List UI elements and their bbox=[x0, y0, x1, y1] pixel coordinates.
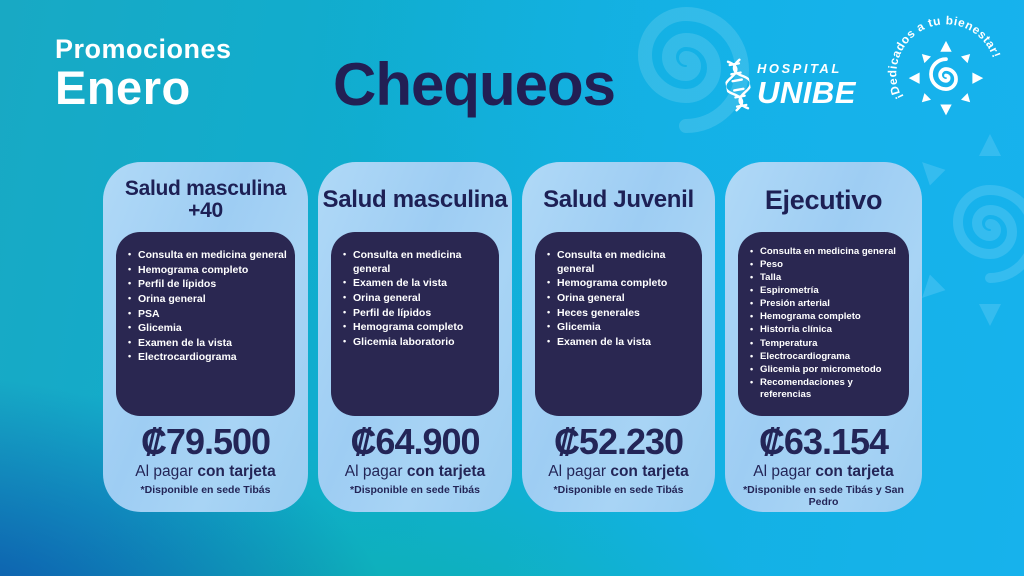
promo-month: Enero bbox=[55, 60, 191, 114]
payment-condition: Al pagar con tarjeta bbox=[753, 462, 894, 480]
package-card-salud-masculina-40: Salud masculina +40 Consulta en medicina… bbox=[103, 162, 308, 512]
card-title: Salud masculina +40 bbox=[124, 177, 287, 222]
checkup-item: Glicemia bbox=[545, 321, 694, 335]
checkup-item: Perfil de lípidos bbox=[126, 278, 287, 292]
card-title: Ejecutivo bbox=[764, 184, 883, 215]
availability-note: *Disponible en sede Tibás bbox=[140, 483, 271, 496]
checkup-list: Consulta en medicina generalExamen de la… bbox=[341, 249, 491, 349]
price: ₡64.900 bbox=[350, 421, 480, 462]
checkup-item: Glicemia laboratorio bbox=[341, 336, 491, 350]
price: ₡79.500 bbox=[140, 421, 271, 462]
checkup-item: Espirometría bbox=[748, 285, 901, 297]
checkup-item: PSA bbox=[126, 308, 287, 322]
checkup-item: Consulta en medicina general bbox=[545, 249, 694, 276]
checkup-list: Consulta en medicina generalPesoTallaEsp… bbox=[748, 246, 901, 401]
logo-unibe-label: UNIBE bbox=[757, 75, 856, 110]
checkup-item: Recomendaciones y referencias bbox=[748, 377, 901, 401]
checkup-item: Examen de la vista bbox=[126, 337, 287, 351]
page-title: Chequeos bbox=[333, 51, 616, 118]
checkup-item: Hemograma completo bbox=[126, 264, 287, 278]
checkup-item: Glicemia bbox=[126, 322, 287, 336]
checkup-item: Hemograma completo bbox=[341, 321, 491, 335]
sun-swirl-icon bbox=[908, 40, 984, 116]
payment-condition: Al pagar con tarjeta bbox=[344, 462, 486, 480]
checkup-item: Consulta en medicina general bbox=[748, 246, 901, 258]
logo-hospital-label: HOSPITAL bbox=[757, 61, 842, 76]
checkup-item: Hemograma completo bbox=[748, 311, 901, 323]
checkup-item: Consulta en medicina general bbox=[126, 249, 287, 263]
checkup-item: Hemograma completo bbox=[545, 277, 694, 291]
availability-note: *Disponible en sede Tibás bbox=[350, 483, 480, 496]
availability-note: *Disponible en sede Tibás bbox=[553, 483, 684, 496]
dna-icon bbox=[724, 58, 752, 112]
price: ₡52.230 bbox=[553, 421, 684, 462]
promo-heading: Promociones Enero bbox=[55, 34, 232, 114]
hospital-unibe-logo: HOSPITAL UNIBE bbox=[724, 58, 856, 112]
checkup-list-panel: Consulta en medicina generalPesoTallaEsp… bbox=[738, 232, 909, 416]
checkup-item: Examen de la vista bbox=[341, 277, 491, 291]
card-title: Salud masculina bbox=[322, 185, 508, 213]
checkup-item: Peso bbox=[748, 259, 901, 271]
logo-text: HOSPITAL UNIBE bbox=[757, 62, 856, 108]
checkup-item: Orina general bbox=[545, 292, 694, 306]
checkup-item: Orina general bbox=[341, 292, 491, 306]
checkup-item: Presión arterial bbox=[748, 298, 901, 310]
package-card-salud-juvenil: Salud Juvenil Consulta en medicina gener… bbox=[522, 162, 715, 512]
promo-kicker: Promociones bbox=[55, 34, 232, 64]
price: ₡63.154 bbox=[758, 421, 889, 462]
checkup-list-panel: Consulta en medicina generalHemograma co… bbox=[116, 232, 295, 416]
checkup-list-panel: Consulta en medicina generalHemograma co… bbox=[535, 232, 702, 416]
package-card-salud-masculina: Salud masculina Consulta en medicina gen… bbox=[318, 162, 512, 512]
checkup-item: Glicemia por micrometodo bbox=[748, 364, 901, 376]
checkup-item: Examen de la vista bbox=[545, 336, 694, 350]
checkup-item: Perfil de lípidos bbox=[341, 307, 491, 321]
availability-note: *Disponible en sede Tibás y San Pedro bbox=[743, 483, 904, 509]
package-cards: Salud masculina +40 Consulta en medicina… bbox=[103, 162, 922, 512]
checkup-item: Consulta en medicina general bbox=[341, 249, 491, 276]
checkup-item: Electrocardiograma bbox=[748, 351, 901, 363]
checkup-item: Electrocardiograma bbox=[126, 351, 287, 365]
payment-condition: Al pagar con tarjeta bbox=[135, 462, 276, 480]
checkup-list: Consulta en medicina generalHemograma co… bbox=[126, 249, 287, 365]
checkup-list-panel: Consulta en medicina generalExamen de la… bbox=[331, 232, 499, 416]
checkup-item: Talla bbox=[748, 272, 901, 284]
checkup-item: Heces generales bbox=[545, 307, 694, 321]
checkup-item: Orina general bbox=[126, 293, 287, 307]
checkup-item: Historria clínica bbox=[748, 324, 901, 336]
card-title: Salud Juvenil bbox=[543, 185, 694, 213]
package-card-ejecutivo: Ejecutivo Consulta en medicina generalPe… bbox=[725, 162, 922, 512]
sun-badge: ¡Dedicados a tu bienestar! bbox=[886, 14, 1003, 116]
payment-condition: Al pagar con tarjeta bbox=[548, 462, 689, 480]
checkup-item: Temperatura bbox=[748, 338, 901, 350]
checkup-list: Consulta en medicina generalHemograma co… bbox=[545, 249, 694, 349]
